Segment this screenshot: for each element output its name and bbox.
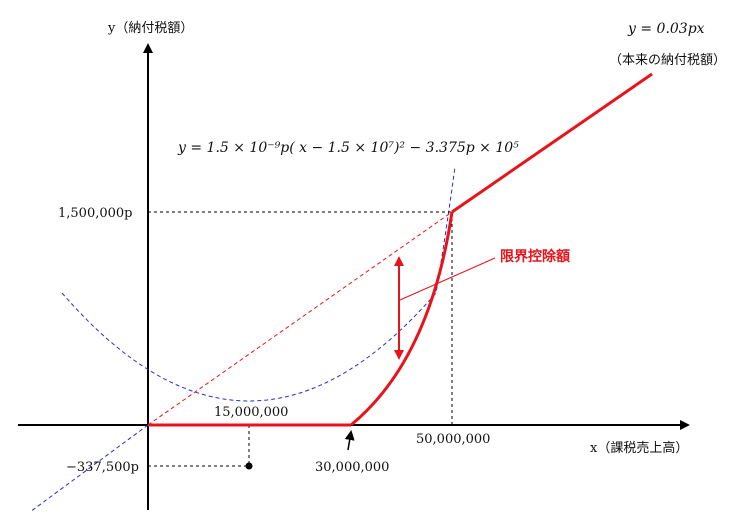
parabola-formula: y = 1.5 × 10⁻⁹p( x − 1.5 × 10⁷)² − 3.375… [177, 140, 519, 156]
tick-1500000: 1,500,000p [58, 206, 132, 221]
line-formula-note: （本来の納付税額） [609, 53, 726, 68]
y-axis-label: y（納付税額） [107, 21, 193, 36]
lower-extension-line [29, 424, 149, 513]
deduction-leader-line [399, 257, 496, 301]
tick-15m: 15,000,000 [214, 405, 288, 420]
limit-deduction-curve [350, 211, 454, 427]
tick-minus337500: −337,500p [66, 460, 139, 475]
parabola-curve [61, 166, 456, 402]
x-axis-label: x（課税売上高） [590, 440, 688, 456]
tick-30m: 30,000,000 [315, 460, 389, 475]
original-tax-dashed-line [147, 211, 453, 426]
pointer-30m [344, 430, 355, 451]
tick-50m: 50,000,000 [416, 432, 490, 447]
vertex-point [245, 462, 253, 470]
line-formula: y = 0.03px [627, 21, 705, 37]
limit-deduction-label: 限界控除額 [500, 248, 570, 265]
tax-line-segment [451, 72, 653, 214]
